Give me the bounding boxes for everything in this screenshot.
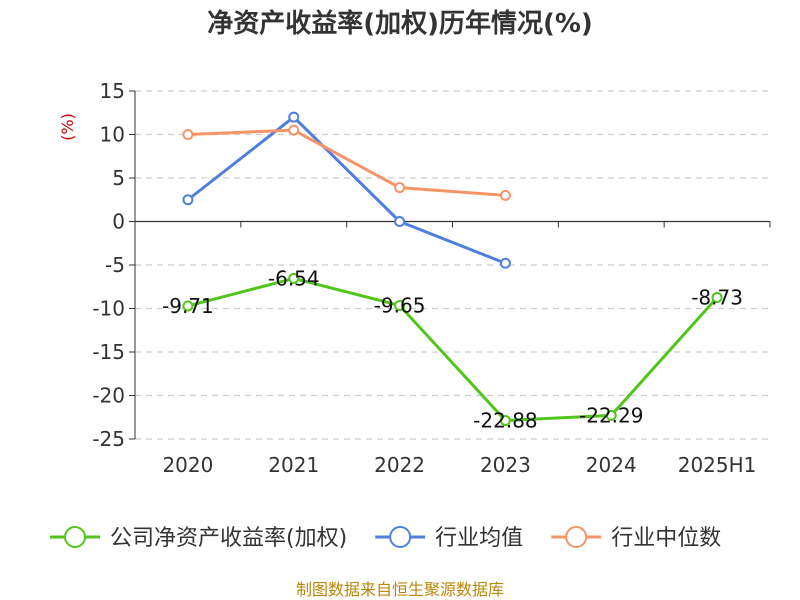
data-point	[394, 182, 406, 194]
legend-label: 行业中位数	[611, 526, 721, 551]
data-point	[182, 129, 194, 140]
data-point	[499, 257, 511, 269]
y-tick-label: -5	[105, 253, 125, 277]
data-label: -9.65	[374, 293, 426, 317]
x-tick-label: 2025H1	[678, 453, 757, 477]
series-line	[187, 276, 719, 423]
y-tick-label: 0	[112, 210, 125, 234]
data-point	[394, 216, 406, 227]
data-point	[288, 111, 300, 123]
legend-marker	[64, 526, 86, 548]
x-tick-label: 2020	[162, 453, 213, 477]
data-point	[182, 194, 194, 206]
x-tick-label: 2024	[586, 453, 637, 477]
data-point	[499, 415, 511, 427]
y-tick-label: -10	[92, 297, 125, 321]
x-tick-label: 2022	[374, 453, 425, 477]
data-point	[182, 300, 194, 312]
data-source-note: 制图数据来自恒生聚源数据库	[296, 580, 504, 599]
data-point	[605, 409, 617, 421]
legend: 公司净资产收益率(加权) 行业均值 行业中位数	[50, 526, 721, 551]
series-group	[182, 111, 723, 427]
series-line	[187, 128, 506, 197]
y-tick-label: 10	[100, 123, 125, 147]
legend-label: 公司净资产收益率(加权)	[110, 526, 347, 551]
y-tick-label: -20	[92, 384, 125, 408]
data-point	[499, 189, 511, 201]
data-point	[394, 299, 406, 311]
y-axis-unit-label: (%)	[58, 113, 77, 141]
data-labels: -9.71 -6.54 -9.65 -22.88 -22.29 -8.73	[162, 266, 743, 432]
data-label: -22.29	[579, 403, 643, 427]
y-tick-label: 5	[112, 166, 125, 190]
y-tick-label: -15	[92, 340, 125, 364]
y-tick-label: -25	[92, 427, 125, 451]
y-tick-label: 15	[100, 79, 125, 103]
legend-marker	[389, 526, 412, 548]
gridlines	[135, 90, 770, 440]
data-point	[711, 291, 723, 303]
legend-marker	[565, 526, 588, 548]
data-point	[288, 272, 300, 284]
x-tick-label: 2021	[268, 453, 319, 477]
legend-label: 行业均值	[435, 526, 523, 551]
data-point	[288, 124, 300, 136]
data-label: -22.88	[473, 409, 537, 433]
series-line	[186, 115, 506, 265]
x-tick-label: 2023	[480, 453, 531, 477]
data-label: -8.73	[691, 285, 743, 309]
data-label: -6.54	[268, 266, 320, 290]
chart-title: 净资产收益率(加权)历年情况(%)	[207, 8, 593, 39]
x-axis-ticks: 2020 2021 2022 2023 2024 2025H1	[134, 221, 771, 477]
data-label: -9.71	[162, 294, 214, 318]
y-axis-ticks: 15 10 5 0 -5 -10 -15 -20 -25	[92, 79, 135, 451]
